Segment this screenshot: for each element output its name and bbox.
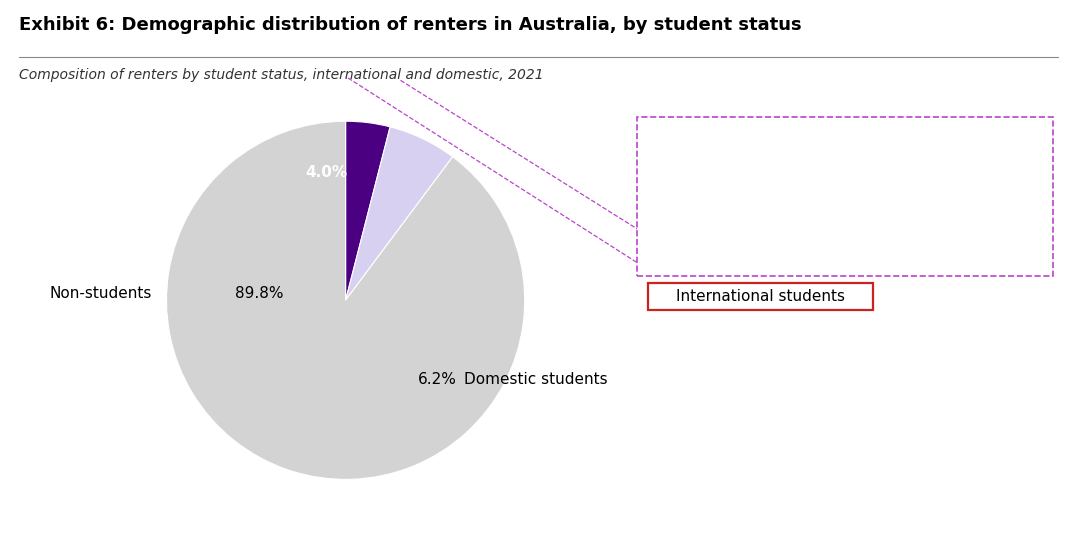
Text: Composition of renters by student status, international and domestic, 2021: Composition of renters by student status… bbox=[19, 68, 544, 82]
Text: 89.8%: 89.8% bbox=[234, 286, 283, 301]
Text: international students in the rental: international students in the rental bbox=[717, 162, 973, 176]
Text: 4.0%: 4.0% bbox=[306, 165, 348, 180]
Text: International students: International students bbox=[676, 289, 845, 304]
Text: Non-students: Non-students bbox=[50, 286, 152, 301]
Wedge shape bbox=[166, 121, 525, 479]
Text: 2%: 2% bbox=[732, 135, 757, 150]
Text: students is <1%.: students is <1%. bbox=[783, 242, 907, 257]
Text: concentration of international: concentration of international bbox=[735, 215, 955, 230]
Text: Exhibit 6: Demographic distribution of renters in Australia, by student status: Exhibit 6: Demographic distribution of r… bbox=[19, 16, 802, 34]
Text: of LGAs have a concentration of: of LGAs have a concentration of bbox=[731, 135, 971, 150]
Text: 6.2%: 6.2% bbox=[418, 372, 457, 387]
Wedge shape bbox=[346, 121, 390, 300]
Text: of LGAs the: of LGAs the bbox=[860, 188, 949, 203]
Text: 73%: 73% bbox=[840, 188, 875, 203]
Wedge shape bbox=[346, 127, 453, 300]
Text: market >10%. In: market >10%. In bbox=[733, 188, 863, 203]
Text: Domestic students: Domestic students bbox=[463, 372, 607, 387]
